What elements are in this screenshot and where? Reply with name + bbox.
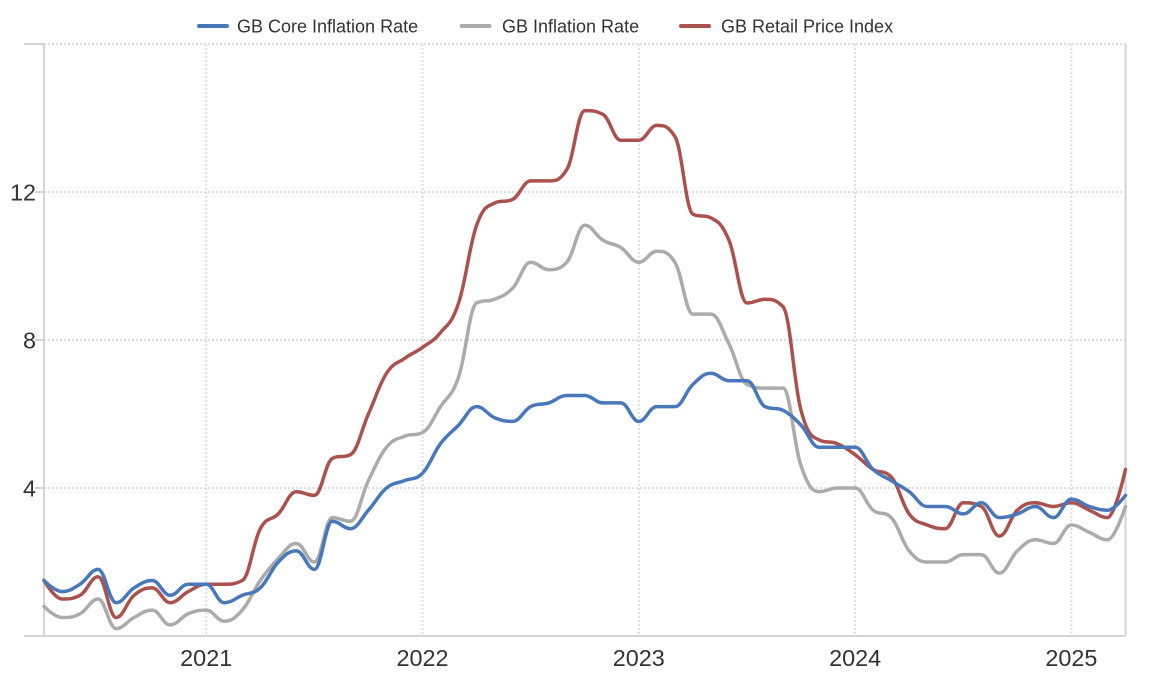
svg-text:GB Retail Price Index: GB Retail Price Index: [721, 17, 893, 37]
svg-text:12: 12: [10, 180, 36, 206]
svg-text:2024: 2024: [829, 645, 881, 671]
svg-text:2021: 2021: [180, 645, 232, 671]
svg-text:2025: 2025: [1045, 645, 1097, 671]
svg-text:8: 8: [23, 328, 36, 354]
svg-text:2023: 2023: [613, 645, 665, 671]
svg-text:2022: 2022: [396, 645, 448, 671]
svg-text:4: 4: [23, 476, 36, 502]
svg-text:GB Core Inflation Rate: GB Core Inflation Rate: [237, 17, 418, 37]
svg-text:GB Inflation Rate: GB Inflation Rate: [502, 17, 639, 37]
